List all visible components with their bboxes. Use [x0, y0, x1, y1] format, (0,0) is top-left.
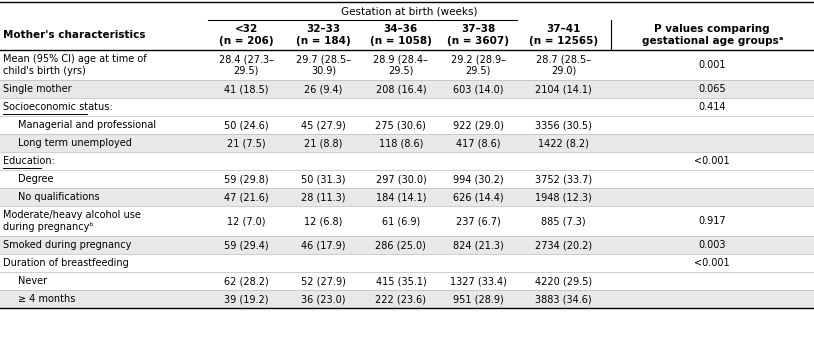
Text: 118 (8.6): 118 (8.6)	[379, 138, 423, 148]
Bar	[0, 254, 814, 272]
Text: 3883 (34.6): 3883 (34.6)	[536, 294, 592, 304]
Text: Socioeconomic status:: Socioeconomic status:	[3, 102, 112, 112]
Bar	[0, 170, 814, 188]
Text: 0.003: 0.003	[698, 240, 726, 250]
Text: 0.065: 0.065	[698, 84, 726, 94]
Text: 951 (28.9): 951 (28.9)	[453, 294, 504, 304]
Text: <0.001: <0.001	[694, 156, 730, 166]
Text: 184 (14.1): 184 (14.1)	[375, 192, 427, 202]
Text: 34–36
(n = 1058): 34–36 (n = 1058)	[370, 24, 432, 46]
Text: 59 (29.4): 59 (29.4)	[224, 240, 269, 250]
Text: 824 (21.3): 824 (21.3)	[453, 240, 504, 250]
Bar	[0, 236, 814, 254]
Bar	[0, 272, 814, 290]
Text: 45 (27.9): 45 (27.9)	[301, 120, 346, 130]
Text: 50 (31.3): 50 (31.3)	[301, 174, 346, 184]
Text: 28 (11.3): 28 (11.3)	[301, 192, 346, 202]
Text: Degree: Degree	[18, 174, 54, 184]
Bar	[0, 50, 814, 80]
Text: Long term unemployed: Long term unemployed	[18, 138, 132, 148]
Text: 37–41
(n = 12565): 37–41 (n = 12565)	[529, 24, 598, 46]
Text: 29.2 (28.9–
29.5): 29.2 (28.9– 29.5)	[451, 54, 505, 76]
Text: ≥ 4 months: ≥ 4 months	[18, 294, 76, 304]
Text: Mean (95% CI) age at time of
child's birth (yrs): Mean (95% CI) age at time of child's bir…	[3, 54, 147, 76]
Text: Duration of breastfeeding: Duration of breastfeeding	[3, 258, 129, 268]
Text: 28.7 (28.5–
29.0): 28.7 (28.5– 29.0)	[536, 54, 591, 76]
Bar	[0, 152, 814, 170]
Text: 275 (30.6): 275 (30.6)	[375, 120, 427, 130]
Text: 922 (29.0): 922 (29.0)	[453, 120, 504, 130]
Text: 21 (7.5): 21 (7.5)	[227, 138, 265, 148]
Text: 62 (28.2): 62 (28.2)	[224, 276, 269, 286]
Text: Education:: Education:	[3, 156, 55, 166]
Text: 4220 (29.5): 4220 (29.5)	[535, 276, 593, 286]
Text: 59 (29.8): 59 (29.8)	[224, 174, 269, 184]
Bar	[0, 188, 814, 206]
Text: 885 (7.3): 885 (7.3)	[541, 216, 586, 226]
Text: Managerial and professional: Managerial and professional	[18, 120, 156, 130]
Text: 237 (6.7): 237 (6.7)	[456, 216, 501, 226]
Text: 2104 (14.1): 2104 (14.1)	[536, 84, 592, 94]
Text: 37–38
(n = 3607): 37–38 (n = 3607)	[447, 24, 510, 46]
Text: 12 (7.0): 12 (7.0)	[227, 216, 265, 226]
Text: Moderate/heavy alcohol use
during pregnancyᵇ: Moderate/heavy alcohol use during pregna…	[3, 210, 141, 232]
Text: 222 (23.6): 222 (23.6)	[375, 294, 427, 304]
Text: 0.917: 0.917	[698, 216, 726, 226]
Bar	[0, 134, 814, 152]
Text: 32–33
(n = 184): 32–33 (n = 184)	[296, 24, 351, 46]
Bar	[0, 206, 814, 236]
Bar	[0, 290, 814, 308]
Text: 26 (9.4): 26 (9.4)	[304, 84, 343, 94]
Text: Gestation at birth (weeks): Gestation at birth (weeks)	[341, 6, 477, 16]
Text: 39 (19.2): 39 (19.2)	[224, 294, 269, 304]
Text: 297 (30.0): 297 (30.0)	[375, 174, 427, 184]
Text: 3356 (30.5): 3356 (30.5)	[536, 120, 592, 130]
Text: 1422 (8.2): 1422 (8.2)	[538, 138, 589, 148]
Text: <32
(n = 206): <32 (n = 206)	[219, 24, 274, 46]
Bar	[0, 80, 814, 98]
Text: Never: Never	[18, 276, 47, 286]
Text: Mother's characteristics: Mother's characteristics	[3, 30, 146, 40]
Text: 61 (6.9): 61 (6.9)	[382, 216, 420, 226]
Text: 52 (27.9): 52 (27.9)	[301, 276, 346, 286]
Text: <0.001: <0.001	[694, 258, 730, 268]
Text: 41 (18.5): 41 (18.5)	[224, 84, 269, 94]
Text: 994 (30.2): 994 (30.2)	[453, 174, 504, 184]
Text: 0.001: 0.001	[698, 60, 726, 70]
Text: 626 (14.4): 626 (14.4)	[453, 192, 504, 202]
Text: 29.7 (28.5–
30.9): 29.7 (28.5– 30.9)	[296, 54, 351, 76]
Text: 28.9 (28.4–
29.5): 28.9 (28.4– 29.5)	[374, 54, 428, 76]
Text: Smoked during pregnancy: Smoked during pregnancy	[3, 240, 131, 250]
Text: 415 (35.1): 415 (35.1)	[375, 276, 427, 286]
Text: Single mother: Single mother	[3, 84, 72, 94]
Text: No qualifications: No qualifications	[18, 192, 99, 202]
Bar	[0, 98, 814, 116]
Text: 28.4 (27.3–
29.5): 28.4 (27.3– 29.5)	[219, 54, 274, 76]
Text: 208 (16.4): 208 (16.4)	[375, 84, 427, 94]
Text: 12 (6.8): 12 (6.8)	[304, 216, 343, 226]
Text: 2734 (20.2): 2734 (20.2)	[535, 240, 593, 250]
Text: 286 (25.0): 286 (25.0)	[375, 240, 427, 250]
Text: 21 (8.8): 21 (8.8)	[304, 138, 343, 148]
Text: 46 (17.9): 46 (17.9)	[301, 240, 346, 250]
Text: P values comparing
gestational age groupsᵃ: P values comparing gestational age group…	[641, 24, 783, 46]
Text: 603 (14.0): 603 (14.0)	[453, 84, 504, 94]
Text: 1327 (33.4): 1327 (33.4)	[450, 276, 506, 286]
Text: 1948 (12.3): 1948 (12.3)	[536, 192, 592, 202]
Text: 47 (21.6): 47 (21.6)	[224, 192, 269, 202]
Bar	[0, 116, 814, 134]
Text: 0.414: 0.414	[698, 102, 726, 112]
Text: 417 (8.6): 417 (8.6)	[456, 138, 501, 148]
Text: 50 (24.6): 50 (24.6)	[224, 120, 269, 130]
Text: 3752 (33.7): 3752 (33.7)	[535, 174, 593, 184]
Text: 36 (23.0): 36 (23.0)	[301, 294, 346, 304]
